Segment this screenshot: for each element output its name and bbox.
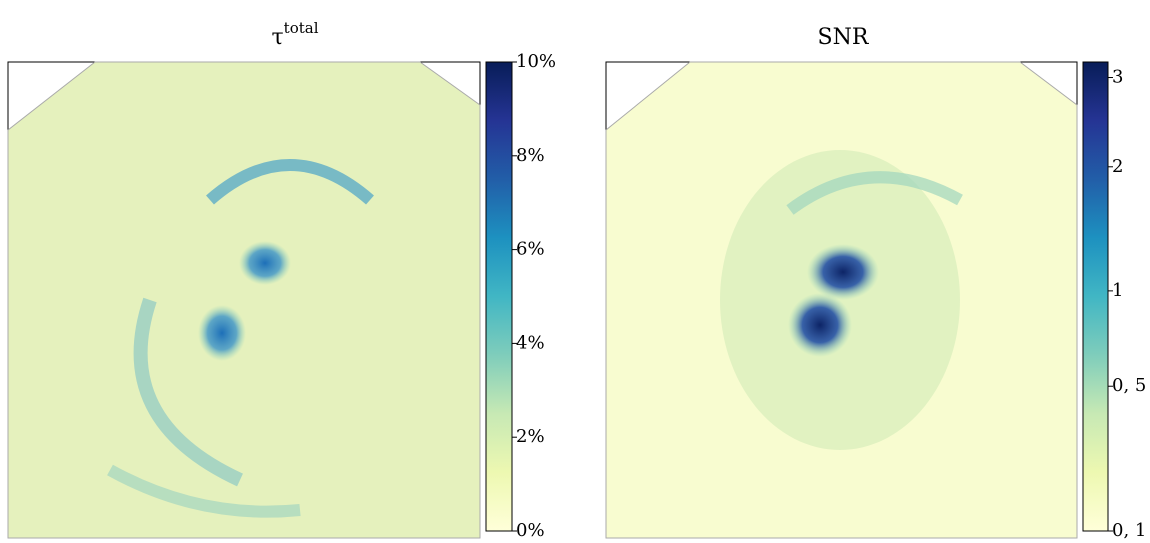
colorbar-tick-label: 4% — [516, 332, 545, 353]
colorbar-tick-label: 0, 1 — [1112, 520, 1146, 541]
colorbar — [1082, 61, 1109, 532]
title-text: τ — [272, 25, 284, 50]
chart-title: τtotal — [272, 19, 319, 50]
colorbar-tick-label: 2% — [516, 426, 545, 447]
title-superscript: total — [284, 19, 319, 37]
colorbar-tick-label: 2 — [1112, 156, 1123, 177]
colorbar-tick-label: 0, 5 — [1112, 375, 1146, 396]
colorbar — [485, 61, 513, 532]
colorbar-tick-label: 10% — [516, 51, 556, 72]
colorbar-tick-label: 3 — [1112, 67, 1123, 88]
colorbar-tick-label: 8% — [516, 145, 545, 166]
title-text: SNR — [818, 25, 870, 50]
colorbar-tick-label: 0% — [516, 520, 545, 541]
colorbar-tick-label: 6% — [516, 239, 545, 260]
image-panel — [7, 61, 481, 539]
image-panel — [605, 61, 1078, 539]
chart-title: SNR — [818, 25, 870, 50]
colorbar-tick-label: 1 — [1112, 280, 1123, 301]
